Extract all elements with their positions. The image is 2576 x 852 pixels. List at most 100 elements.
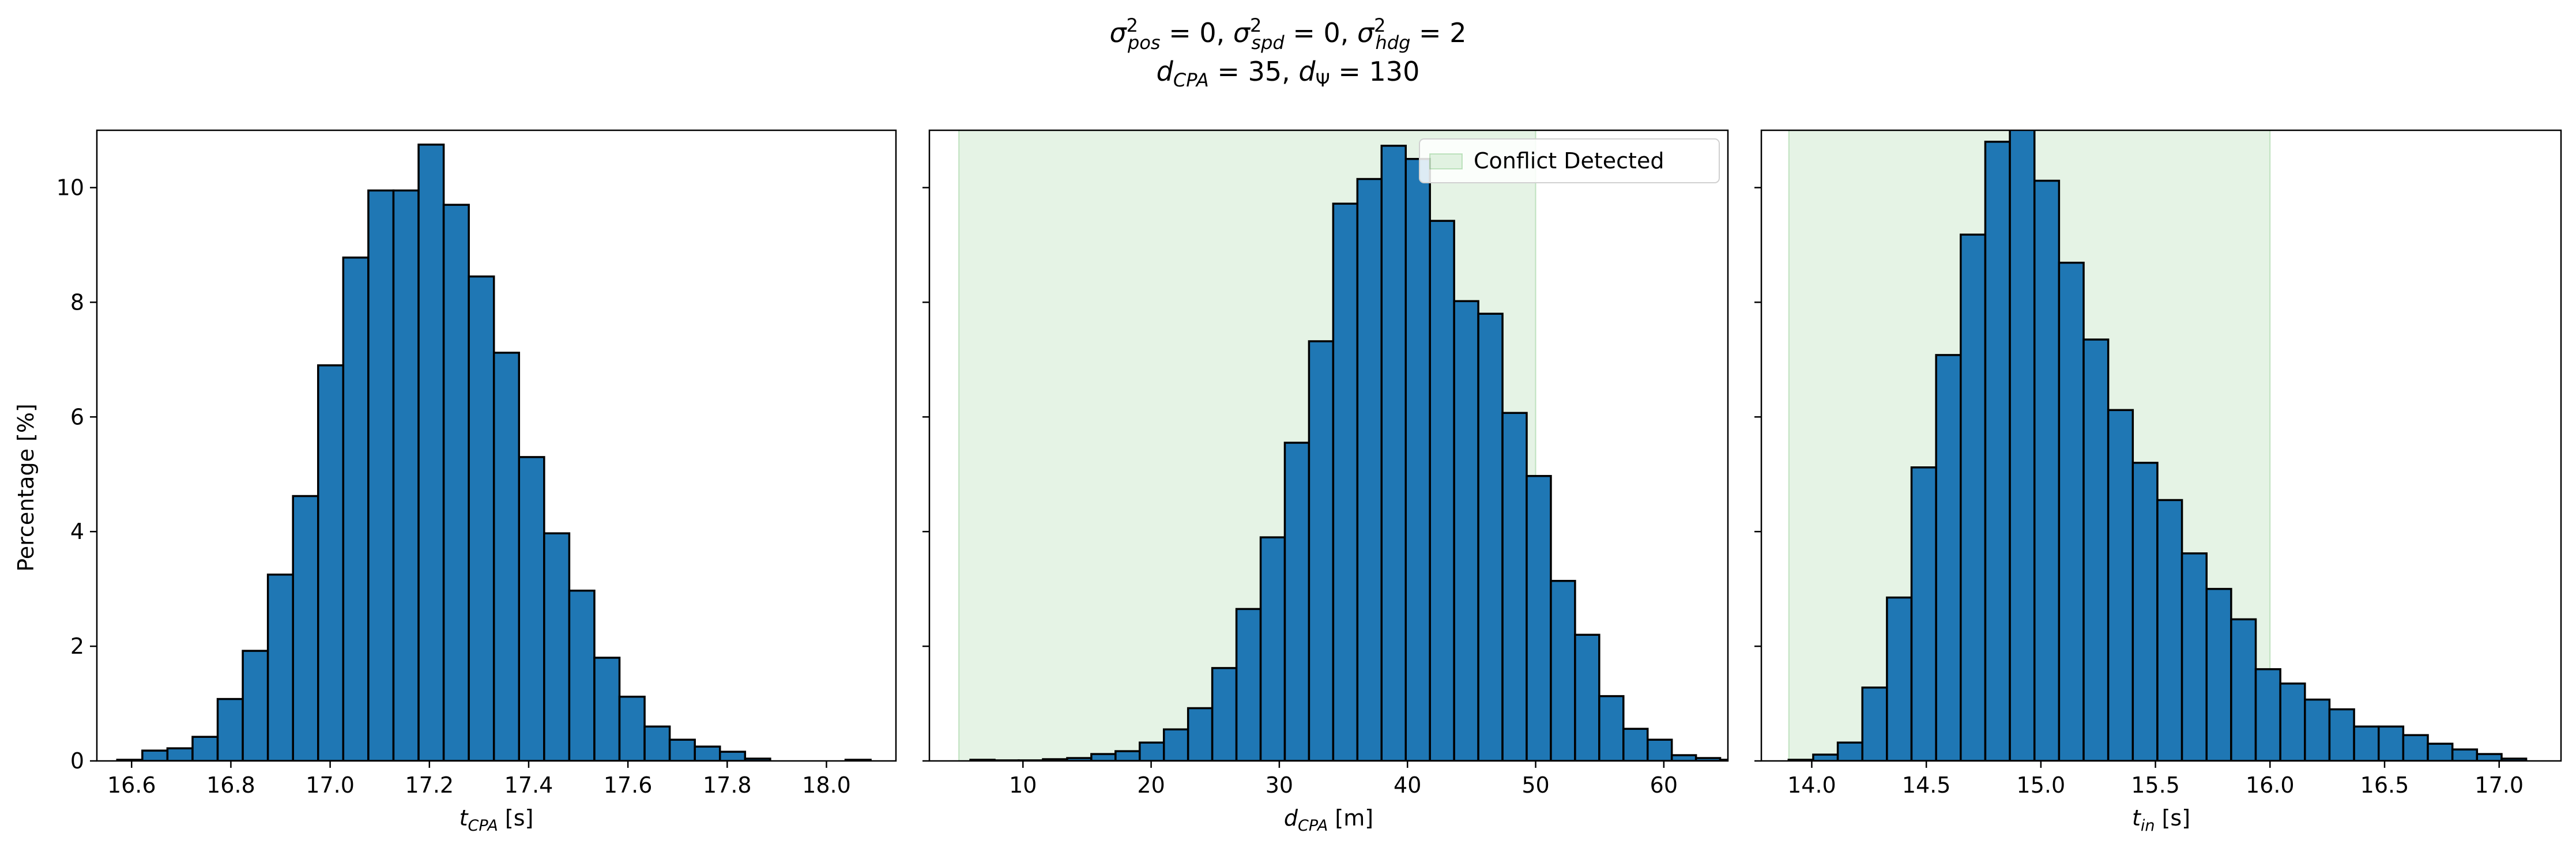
sigma-spd-sup: 2 — [1250, 14, 1261, 36]
y-tick-label: 10 — [57, 175, 84, 200]
dpsi-eq: = 130 — [1330, 56, 1420, 87]
legend: Conflict Detected — [1419, 138, 1720, 183]
histogram-bar — [543, 532, 571, 761]
histogram-bar — [2205, 587, 2232, 761]
histogram-bar — [2180, 552, 2208, 761]
sigma-spd-eq: = 0, — [1285, 17, 1357, 48]
histogram-bar — [1308, 340, 1335, 761]
legend-label: Conflict Detected — [1474, 148, 1664, 174]
histogram-bar — [1139, 741, 1165, 761]
y-tick-label: 0 — [70, 748, 84, 774]
dpsi-sub: Ψ — [1316, 69, 1330, 91]
histogram-bar — [1235, 608, 1262, 761]
histogram-bar — [2156, 499, 2183, 761]
histogram-bar — [2304, 698, 2331, 761]
x-tick-label: 20 — [1137, 772, 1165, 798]
x-tick-label: 40 — [1394, 772, 1421, 798]
dcpa-eq: = 35, — [1209, 56, 1299, 87]
histogram-bar — [166, 747, 194, 761]
histogram-bar — [1670, 754, 1697, 761]
plot-area-tin — [1787, 130, 2528, 761]
x-tick-label: 14.5 — [1902, 772, 1951, 798]
histogram-bar — [1283, 442, 1310, 761]
histogram-bar — [718, 751, 747, 761]
histogram-bar — [1477, 312, 1504, 761]
histogram-bar — [1453, 300, 1479, 761]
axes-frame — [96, 129, 897, 762]
legend-swatch — [1429, 153, 1463, 169]
histogram-bar — [1332, 202, 1359, 761]
x-tick-label: 16.5 — [2360, 772, 2409, 798]
sigma-spd: σ — [1233, 17, 1251, 48]
histogram-bar — [643, 725, 671, 761]
histogram-bar — [1910, 466, 1937, 761]
histogram-bar — [1187, 707, 1214, 761]
histogram-bar — [2131, 462, 2159, 761]
histogram-bar — [1886, 596, 1913, 761]
histogram-bar — [1162, 728, 1189, 761]
histogram-bar — [242, 650, 269, 761]
histogram-bar — [2402, 734, 2429, 761]
histogram-bar — [2451, 748, 2479, 761]
x-tick-label: 15.0 — [2017, 772, 2066, 798]
histogram-bar — [191, 736, 219, 761]
histogram-bar — [2328, 708, 2355, 761]
histogram-bar — [1960, 233, 1987, 761]
histogram-bar — [1836, 741, 1863, 761]
x-tick-label: 15.5 — [2131, 772, 2180, 798]
histogram-bar — [2353, 725, 2380, 761]
x-tick-label: 17.2 — [405, 772, 454, 798]
sigma-pos-sup: 2 — [1127, 14, 1138, 36]
histogram-bar — [1211, 667, 1238, 761]
histogram-bar — [1550, 579, 1576, 761]
x-tick-label: 16.0 — [2246, 772, 2295, 798]
histogram-bar — [1501, 412, 1528, 761]
histogram-bar — [2058, 261, 2085, 761]
histogram-bar — [1404, 157, 1431, 761]
histogram-bar — [2009, 130, 2036, 761]
sigma-hdg-eq: = 2 — [1410, 17, 1466, 48]
histogram-bar — [392, 189, 420, 761]
y-tick-label: 8 — [70, 289, 84, 315]
histogram-bar — [518, 456, 545, 761]
histogram-bar — [317, 364, 345, 761]
x-tick-label: 17.8 — [703, 772, 752, 798]
histogram-bar — [2427, 742, 2454, 761]
histogram-bar — [2377, 725, 2405, 761]
x-tick-label: 50 — [1522, 772, 1549, 798]
histogram-bar — [1984, 141, 2011, 761]
histogram-bar — [1574, 634, 1600, 761]
x-tick-label: 10 — [1009, 772, 1037, 798]
sigma-pos-eq: = 0, — [1161, 17, 1233, 48]
dcpa-sub: CPA — [1173, 69, 1209, 91]
x-tick-label: 60 — [1650, 772, 1678, 798]
histogram-bar — [668, 738, 696, 761]
x-tick-label: 17.6 — [604, 772, 653, 798]
sigma-spd-sub: spd — [1251, 32, 1285, 54]
plot-area-dcpa — [958, 130, 1728, 761]
dcpa-symbol: d — [1157, 56, 1174, 87]
axes-frame — [928, 129, 1729, 762]
histogram-bar — [1114, 750, 1141, 761]
histogram-bar — [1526, 474, 1552, 761]
y-tick-label: 4 — [70, 519, 84, 544]
histogram-bar — [593, 657, 621, 761]
axes-frame — [1760, 129, 2562, 762]
x-tick-label: 17.4 — [504, 772, 553, 798]
panel-tin: 14.0 14.5 15.0 15.5 16.0 16.5 17.0 tin [s] — [1754, 129, 2562, 835]
histogram-bar — [2500, 757, 2528, 761]
histogram-bar — [2476, 753, 2503, 761]
histogram-bar — [744, 757, 771, 761]
x-tick-label: 18.0 — [802, 772, 851, 798]
histogram-bar — [1356, 178, 1383, 761]
panel-dcpa: 10 20 30 40 50 60 dCPA [m] Conflict Detected — [922, 129, 1729, 835]
histogram-bar — [1861, 686, 1888, 761]
sigma-hdg-sub: hdg — [1376, 32, 1411, 54]
histogram-bar — [1259, 536, 1286, 761]
histogram-bar — [492, 352, 521, 761]
histogram-bar — [1622, 727, 1649, 761]
histogram-bar — [1812, 753, 1839, 761]
histogram-bar — [568, 589, 596, 761]
y-tick-label: 6 — [70, 404, 84, 429]
